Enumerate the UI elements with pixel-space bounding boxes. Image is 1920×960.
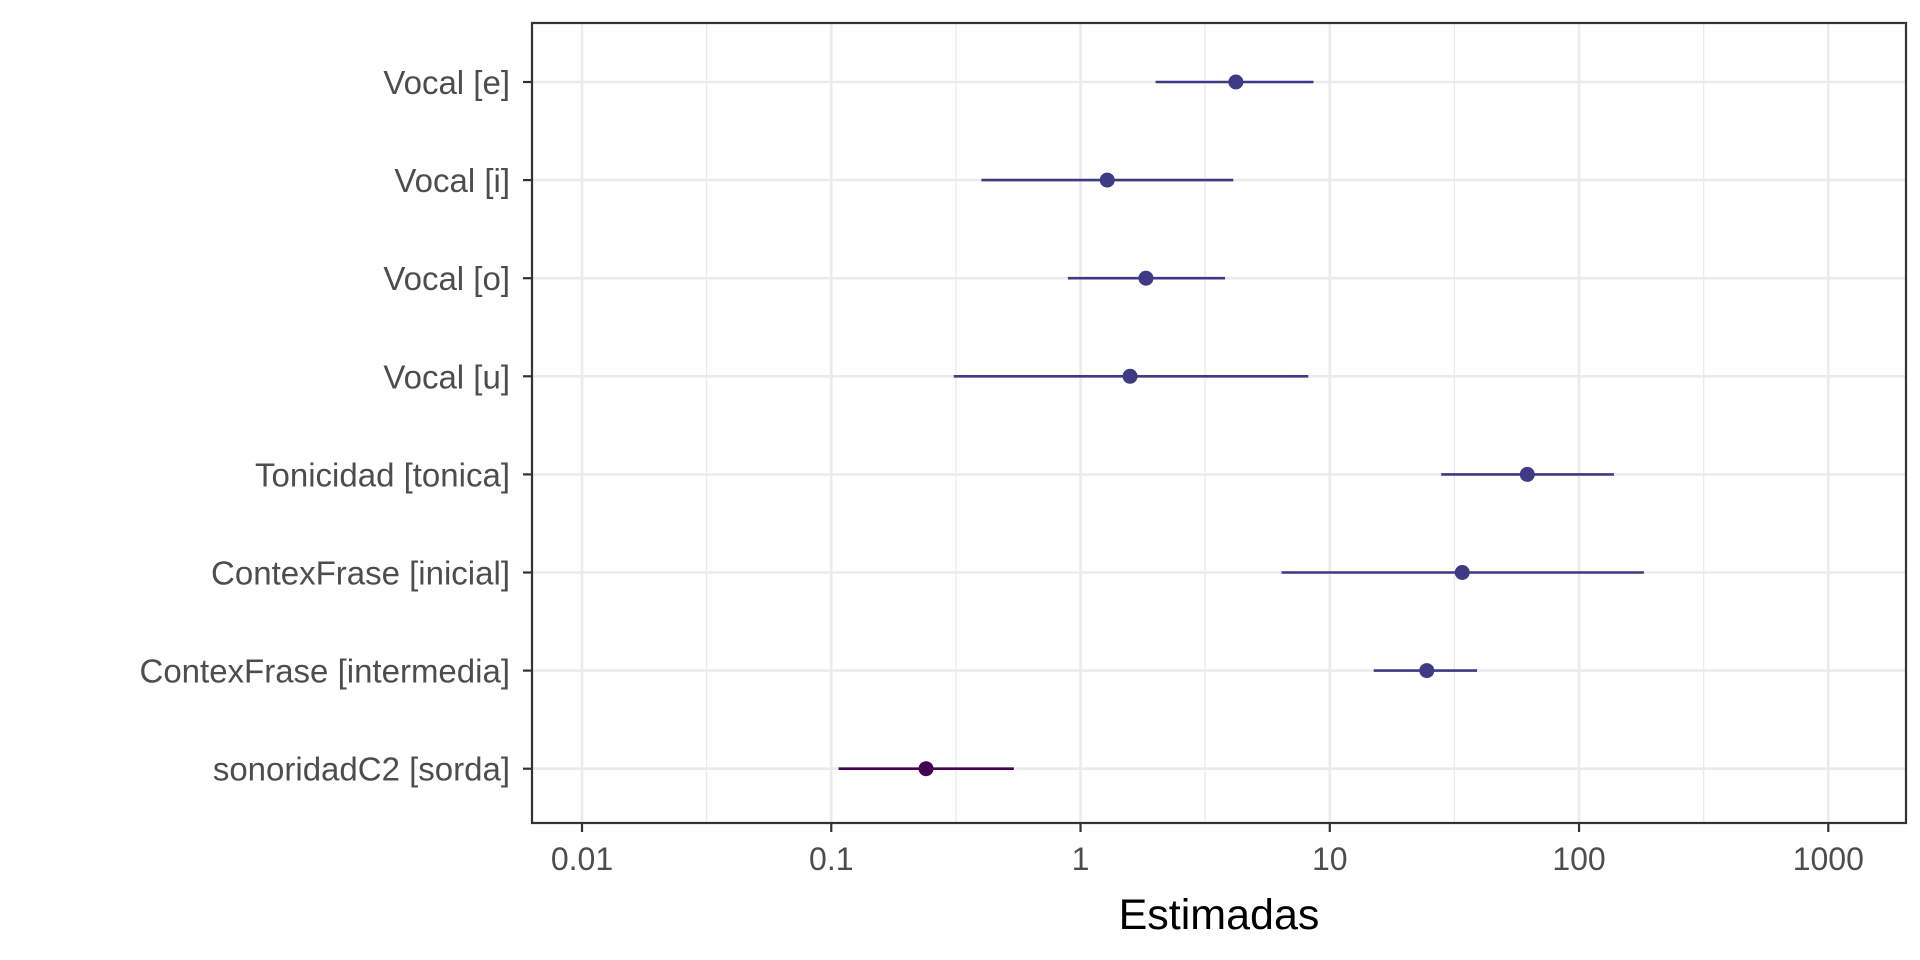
y-category-label: Tonicidad [tonica] — [255, 456, 510, 493]
y-axis: Vocal [e] Vocal [i] Vocal [o] Vocal [u] Toni… — [140, 64, 532, 788]
estimate-point — [1122, 368, 1138, 384]
x-tick-label: 10 — [1312, 841, 1348, 877]
estimate-point — [1138, 270, 1154, 286]
estimate-point — [918, 761, 934, 777]
x-tick-label: 0.01 — [551, 841, 613, 877]
y-category-label: ContexFrase [inicial] — [211, 555, 510, 592]
y-category-label: Vocal [u] — [383, 358, 510, 395]
estimate-point — [1454, 565, 1470, 580]
estimate-point — [1228, 74, 1244, 90]
y-category-label: ContexFrase [intermedia] — [140, 653, 511, 690]
data-marks — [838, 74, 1644, 777]
x-tick-label: 1000 — [1793, 841, 1864, 877]
estimate-point — [1419, 663, 1435, 679]
x-axis-title: Estimadas — [1119, 891, 1320, 939]
panel-border — [530, 21, 1908, 825]
x-tick-label: 1 — [1072, 841, 1090, 877]
x-axis: 0.01 0.1 1 10 100 1000 — [551, 823, 1864, 877]
y-category-label: Vocal [e] — [383, 64, 510, 101]
grid-lines — [532, 23, 1906, 823]
estimate-point — [1519, 466, 1535, 482]
estimate-point — [1099, 172, 1115, 188]
y-category-label: Vocal [i] — [394, 162, 510, 199]
y-category-label: Vocal [o] — [383, 260, 510, 297]
x-tick-label: 100 — [1552, 841, 1605, 877]
x-tick-label: 0.1 — [809, 841, 853, 877]
y-category-label: sonoridadC2 [sorda] — [213, 751, 510, 788]
